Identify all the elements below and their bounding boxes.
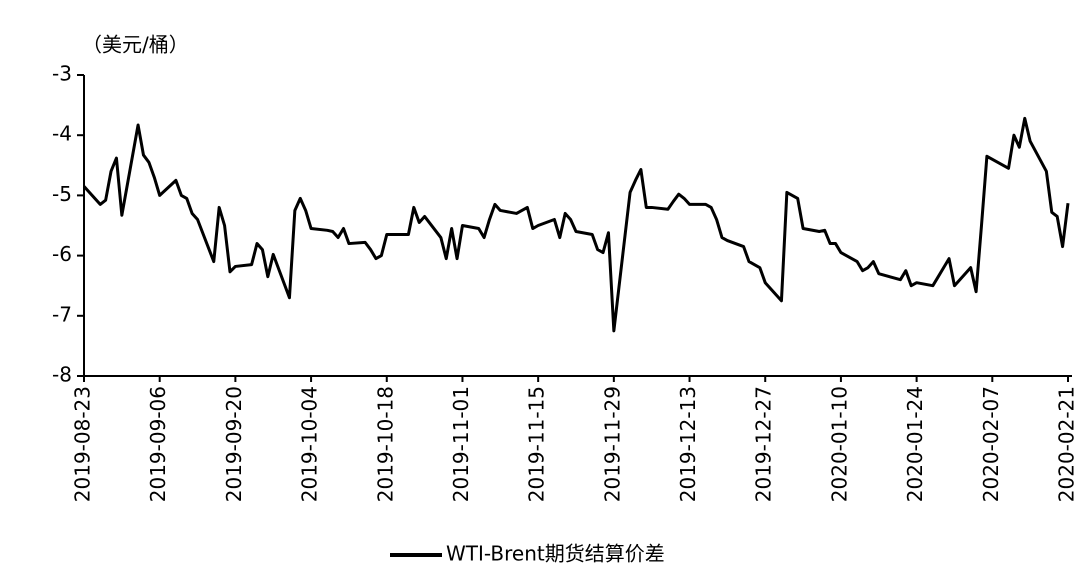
- x-tick-label: 2019-11-01: [449, 386, 473, 502]
- y-tick-label: -6: [52, 242, 72, 266]
- y-tick-label: -5: [52, 182, 72, 206]
- legend-label: WTI-Brent期货结算价差: [446, 542, 665, 566]
- x-tick-label: 2020-02-07: [979, 386, 1003, 502]
- x-tick-label: 2019-12-13: [676, 386, 700, 502]
- y-tick-label: -8: [52, 363, 72, 387]
- x-tick-label: 2019-10-18: [373, 386, 397, 502]
- x-tick-label: 2019-11-29: [600, 386, 624, 502]
- y-tick-label: -7: [52, 302, 72, 326]
- y-tick-label: -3: [52, 62, 72, 86]
- x-tick-label: 2020-01-10: [827, 386, 851, 502]
- x-tick-label: 2019-12-27: [752, 386, 776, 502]
- x-tick-label: 2020-01-24: [903, 386, 927, 502]
- x-tick-label: 2020-02-21: [1055, 386, 1079, 502]
- x-tick-label: 2019-09-20: [222, 386, 246, 502]
- x-tick-label: 2019-10-04: [298, 386, 322, 502]
- y-tick-label: -4: [52, 122, 72, 146]
- y-axis-label: （美元/桶）: [82, 33, 189, 57]
- x-tick-label: 2019-09-06: [146, 386, 170, 502]
- data-line: [82, 116, 1070, 333]
- x-tick-label: 2019-08-23: [71, 386, 95, 502]
- x-tick-label: 2019-11-15: [525, 386, 549, 502]
